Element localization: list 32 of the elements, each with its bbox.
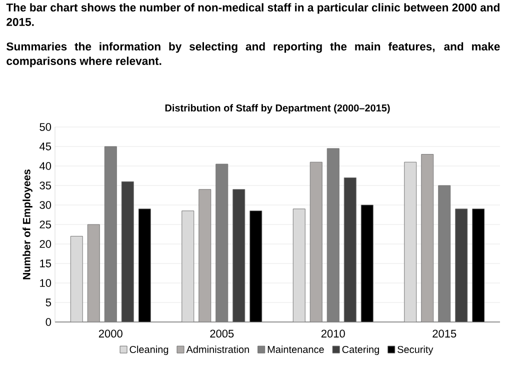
legend-label: Catering — [342, 346, 379, 356]
y-tick-label: 25 — [40, 220, 52, 228]
y-tick-label: 10 — [40, 279, 52, 287]
y-tick-label: 5 — [46, 298, 52, 306]
bar — [344, 177, 356, 322]
bar — [121, 181, 134, 322]
legend-label: Administration — [186, 346, 249, 354]
bar — [421, 154, 434, 322]
y-axis-title: Number of Employees — [22, 170, 32, 280]
y-tick-label: 20 — [40, 240, 52, 248]
y-tick-label: 45 — [40, 142, 52, 150]
bar — [198, 189, 212, 322]
legend-label: Maintenance — [268, 346, 324, 354]
bar — [455, 208, 468, 322]
x-tick-label: 2010 — [321, 330, 345, 338]
y-tick-label: 40 — [40, 162, 52, 170]
x-tick-label: 2015 — [432, 330, 456, 338]
y-tick-label: 0 — [46, 318, 52, 326]
text: Summaries the information by selecting and reporting the main features, and make comparisons where relevant. — [6, 42, 500, 68]
legend-label: Security — [398, 346, 434, 356]
x-tick-label: 2000 — [98, 330, 122, 338]
x-tick-label: 2005 — [210, 330, 234, 338]
y-tick-label: 30 — [40, 201, 52, 209]
y-tick-label: 35 — [40, 182, 52, 190]
legend-label: Cleaning — [130, 346, 168, 356]
bar — [310, 162, 322, 322]
bar — [232, 189, 246, 322]
y-tick-label: 50 — [40, 123, 52, 131]
text: The bar chart shows the number of non-medical staff in a particular clinic between 2000 and 2015. — [6, 3, 500, 26]
bar — [87, 224, 100, 322]
y-tick-label: 15 — [40, 260, 52, 268]
chart-title: Distribution of Staff by Department (2000–2015) — [165, 104, 390, 114]
